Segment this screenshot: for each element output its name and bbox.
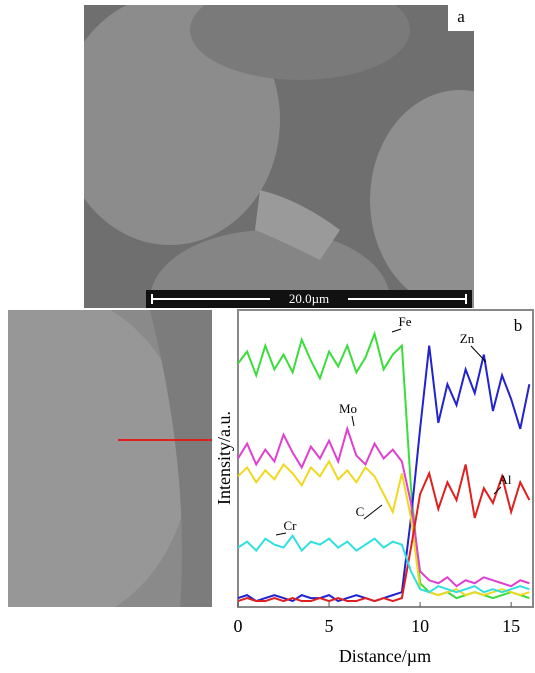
panel-label: b: [514, 316, 523, 335]
label-leader: [363, 504, 383, 520]
series-label: Zn: [460, 331, 475, 346]
plot-frame: [237, 309, 534, 608]
series-label: Cr: [284, 518, 298, 533]
series-line: [237, 459, 530, 597]
y-axis-label: Intensity/a.u.: [214, 411, 234, 505]
series-line: [237, 533, 530, 594]
x-tick-label: 0: [234, 616, 243, 636]
x-tick-label: 5: [325, 616, 334, 636]
x-axis-label: Distance/µm: [339, 646, 431, 666]
label-leader: [493, 486, 502, 495]
series-line: [237, 425, 530, 588]
label-leader: [275, 532, 287, 536]
series-label: Al: [499, 472, 512, 487]
series-line: [237, 464, 531, 603]
label-leader: [391, 328, 402, 333]
sem-image-a: 20.0µm a: [84, 5, 474, 308]
scale-bar-label: 20.0µm: [289, 291, 329, 306]
x-tick-label: 10: [411, 616, 429, 636]
series-label: C: [356, 504, 365, 519]
label-leader: [470, 345, 487, 363]
series-label: Fe: [399, 314, 412, 329]
panel-label: a: [457, 7, 465, 26]
x-tick-label: 15: [502, 616, 520, 636]
sem-image-left: [8, 310, 212, 607]
label-leader: [351, 415, 355, 427]
series-label: Mo: [339, 401, 357, 416]
